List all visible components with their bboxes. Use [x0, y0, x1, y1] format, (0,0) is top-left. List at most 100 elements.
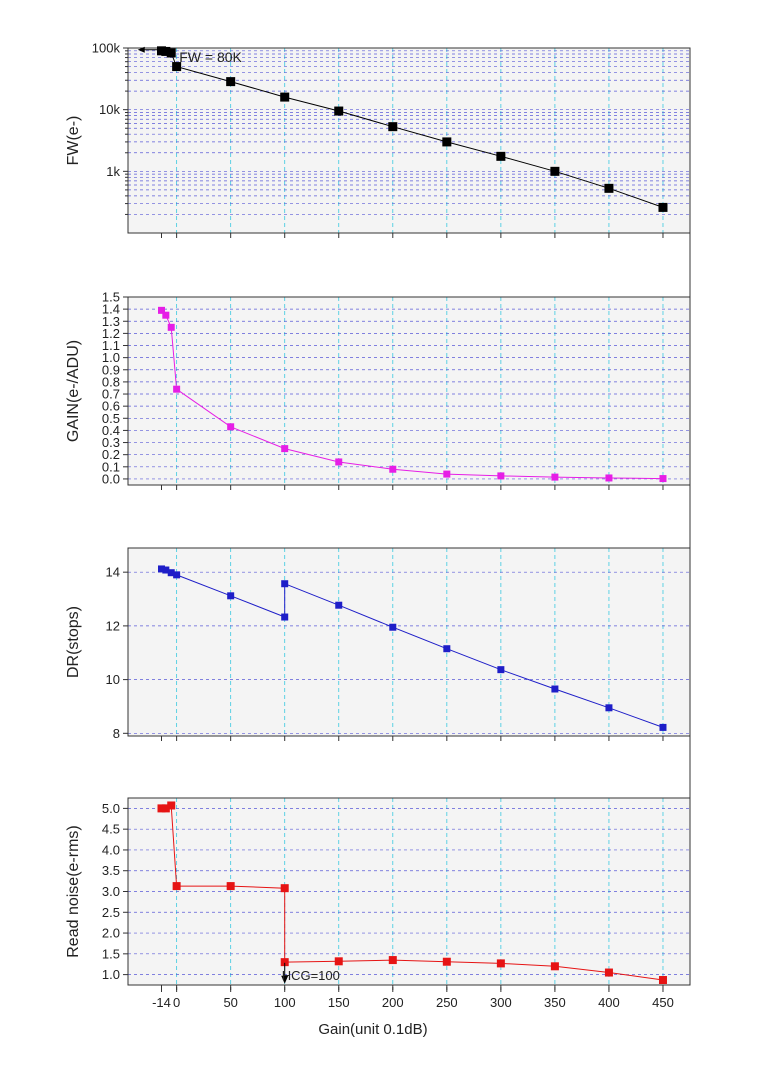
annotation-arrowhead: [281, 975, 289, 984]
frame-gain: [127, 296, 691, 486]
y-axis-label: DR(stops): [65, 606, 82, 678]
y-tick-label: 1.3: [102, 314, 120, 329]
y-tick-label: 1.2: [102, 326, 120, 341]
data-point: [658, 202, 668, 212]
y-tick-label: 8: [113, 726, 120, 741]
y-tick-label: 1.0: [102, 967, 120, 982]
data-point: [334, 957, 343, 966]
y-axis-label: FW(e-): [65, 116, 82, 166]
data-point: [166, 48, 176, 58]
data-point: [172, 882, 181, 891]
y-tick-label: 0.5: [102, 411, 120, 426]
data-point: [335, 601, 343, 609]
data-point: [443, 645, 451, 653]
data-point: [167, 323, 175, 331]
data-point: [162, 311, 170, 319]
y-tick-label: 0.9: [102, 362, 120, 377]
x-tick-label: 0: [173, 995, 180, 1010]
data-point: [281, 613, 289, 621]
data-point: [172, 62, 182, 72]
y-tick-label: 1.0: [102, 350, 120, 365]
data-point: [442, 137, 452, 147]
data-point: [158, 565, 166, 573]
data-point: [443, 470, 451, 478]
data-point: [604, 968, 613, 977]
data-point: [389, 623, 397, 631]
data-point: [161, 804, 170, 813]
data-point: [227, 592, 235, 600]
data-point: [167, 569, 175, 577]
y-tick-label: 0.0: [102, 471, 120, 486]
data-point: [550, 962, 559, 971]
data-point: [605, 704, 613, 712]
series-line-rn: [161, 804, 664, 981]
data-point: [604, 183, 614, 193]
y-tick-label: 4.5: [102, 822, 120, 837]
data-point: [280, 958, 289, 967]
data-point: [281, 580, 289, 588]
x-tick-label: 150: [328, 995, 350, 1010]
data-point: [659, 475, 667, 483]
x-tick-label: 400: [598, 995, 620, 1010]
data-point: [167, 801, 176, 810]
data-point: [162, 566, 170, 574]
data-point: [173, 571, 181, 579]
data-point: [496, 959, 505, 968]
panel-fw: 1k 10k 100k FW(e-) FW = 80K: [65, 41, 691, 238]
y-tick-label: 10: [106, 672, 120, 687]
data-point: [497, 472, 505, 480]
y-tick-label: 1.4: [102, 302, 120, 317]
y-tick-label: 10k: [99, 102, 120, 117]
panel-gain: 0.00.10.20.30.40.50.60.70.80.91.01.11.21…: [65, 290, 691, 490]
y-axis-label: Read noise(e-rms): [65, 825, 82, 957]
annotation-label: FW = 80K: [179, 49, 242, 65]
y-tick-label: 2.5: [102, 905, 120, 920]
y-tick-label: 0.1: [102, 459, 120, 474]
annotation-arrowhead: [137, 46, 145, 53]
y-axis-label: GAIN(e-/ADU): [65, 340, 82, 442]
x-tick-label: 200: [382, 995, 404, 1010]
y-tick-label: 5.0: [102, 801, 120, 816]
data-point: [605, 474, 613, 482]
plot-area-gain: [128, 297, 690, 485]
data-point: [280, 92, 290, 102]
x-axis-label: Gain(unit 0.1dB): [318, 1021, 427, 1038]
y-tick-label: 1.1: [102, 338, 120, 353]
annotation-label: HCG=100: [282, 968, 340, 983]
data-point: [497, 666, 505, 674]
x-tick-label: 350: [544, 995, 566, 1010]
data-point: [173, 385, 181, 393]
plot-area-dr: [128, 548, 690, 736]
y-tick-label: 0.6: [102, 399, 120, 414]
data-point: [550, 166, 560, 176]
panel-rn: 1.0 1.5 2.0 2.5 3.0 3.5 4.0 4.5 5.0 Read noise(e-…: [65, 797, 691, 990]
data-point: [335, 458, 343, 466]
y-tick-label: 1k: [106, 164, 120, 179]
x-tick-label: 100: [274, 995, 296, 1010]
x-tick-label: 450: [652, 995, 674, 1010]
y-tick-label: 4.0: [102, 842, 120, 857]
data-point: [551, 473, 559, 481]
y-tick-label: 0.4: [102, 423, 120, 438]
data-point: [388, 956, 397, 965]
data-point: [226, 77, 236, 87]
data-point: [281, 445, 289, 453]
y-tick-label: 0.8: [102, 374, 120, 389]
y-tick-label: 0.2: [102, 447, 120, 462]
data-point: [658, 976, 667, 985]
data-point: [280, 884, 289, 893]
x-tick-label: 250: [436, 995, 458, 1010]
y-tick-label: 14: [106, 565, 120, 580]
y-tick-label: 3.5: [102, 863, 120, 878]
y-tick-label: 2.0: [102, 926, 120, 941]
frame-dr: [127, 547, 691, 737]
data-point: [551, 685, 559, 693]
data-point: [334, 106, 344, 116]
x-axis: -14 0 50 100 150 200 250 300 350 400 450: [152, 987, 674, 1010]
plot-area-fw: [128, 48, 690, 233]
data-point: [389, 465, 397, 473]
data-point: [496, 151, 506, 161]
y-tick-label: 12: [106, 618, 120, 633]
